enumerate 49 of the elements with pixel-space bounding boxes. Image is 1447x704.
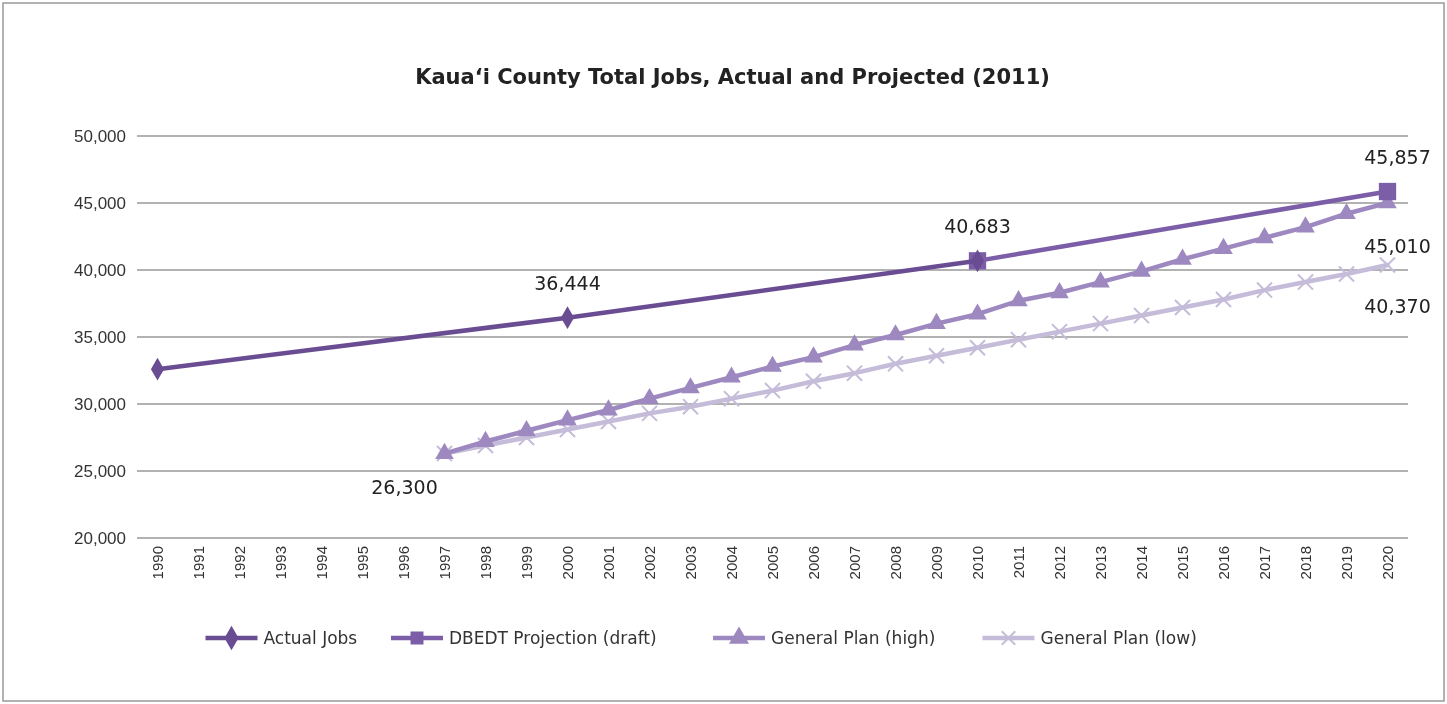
x-tick-label: 1998	[477, 546, 495, 580]
x-tick-label: 2002	[641, 546, 659, 580]
data-label: 45,010	[1364, 234, 1431, 257]
x-tick-label: 2007	[846, 546, 864, 580]
x-tick-label: 1994	[313, 546, 331, 580]
x-tick-label: 2020	[1379, 546, 1397, 580]
data-label: 45,857	[1364, 145, 1431, 168]
x-tick-label: 2000	[559, 546, 577, 580]
legend-label: DBEDT Projection (draft)	[449, 628, 657, 648]
x-tick-label: 2011	[1010, 546, 1028, 579]
y-tick-label: 40,000	[74, 260, 126, 280]
x-tick-label: 1992	[231, 546, 249, 580]
legend-label: General Plan (high)	[771, 628, 936, 648]
x-tick-label: 1997	[436, 546, 454, 580]
x-tick-label: 1991	[190, 546, 208, 580]
data-label: 36,444	[534, 271, 601, 294]
x-tick-label: 1999	[518, 546, 536, 580]
x-tick-label: 1993	[272, 546, 290, 580]
x-tick-label: 2018	[1297, 546, 1315, 580]
x-tick-label: 2006	[805, 546, 823, 580]
chart-title: Kaua‘i County Total Jobs, Actual and Projected (2011)	[415, 65, 1050, 89]
x-tick-label: 2010	[969, 546, 987, 580]
x-tick-label: 2005	[764, 546, 782, 580]
x-tick-label: 2019	[1338, 546, 1356, 580]
x-tick-label: 1996	[395, 546, 413, 580]
x-tick-label: 2004	[723, 546, 741, 580]
x-tick-label: 1995	[354, 546, 372, 580]
x-tick-label: 2009	[928, 546, 946, 580]
y-tick-label: 50,000	[74, 126, 126, 146]
legend-label: Actual Jobs	[263, 628, 358, 648]
y-tick-label: 35,000	[74, 327, 126, 347]
x-tick-label: 2017	[1256, 546, 1274, 580]
x-tick-label: 1990	[149, 546, 167, 580]
data-label: 40,683	[944, 214, 1011, 237]
y-tick-label: 20,000	[74, 528, 126, 548]
x-tick-label: 2016	[1215, 546, 1233, 580]
data-label: 26,300	[371, 475, 438, 498]
y-tick-label: 25,000	[74, 461, 126, 481]
y-tick-label: 30,000	[74, 394, 126, 414]
x-tick-label: 2013	[1092, 546, 1110, 580]
x-tick-label: 2014	[1133, 546, 1151, 580]
x-tick-label: 2015	[1174, 546, 1192, 580]
x-tick-label: 2012	[1051, 546, 1069, 580]
y-tick-label: 45,000	[74, 193, 126, 213]
x-tick-label: 2008	[887, 546, 905, 580]
x-tick-label: 2001	[600, 546, 618, 580]
x-tick-label: 2003	[682, 546, 700, 580]
legend-label: General Plan (low)	[1040, 628, 1197, 648]
data-label: 40,370	[1364, 295, 1431, 318]
